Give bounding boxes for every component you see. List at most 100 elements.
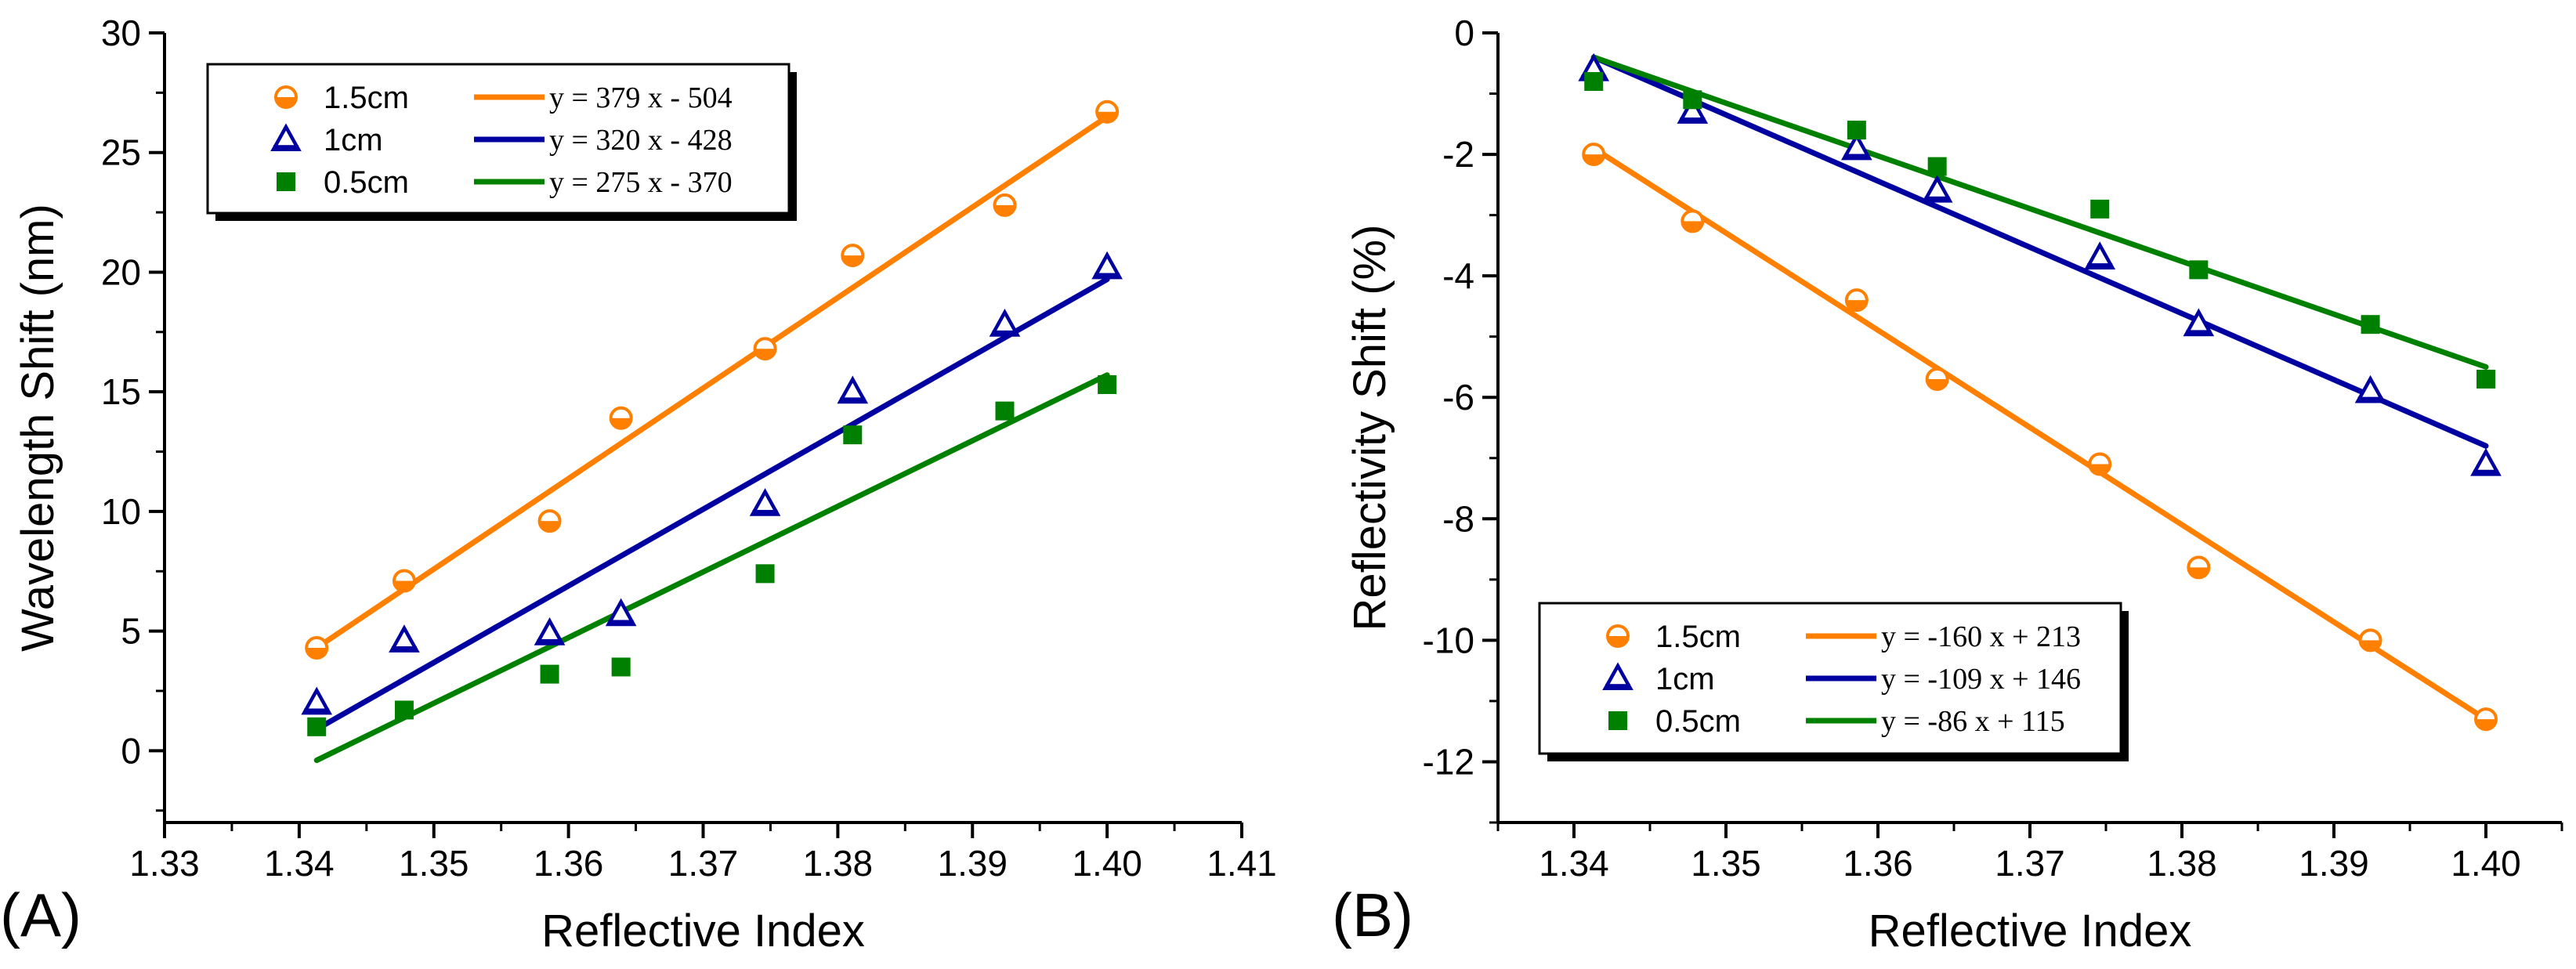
- data-point-1cm: [2084, 241, 2116, 269]
- fit-line-1cm: [313, 277, 1110, 732]
- data-point-1cm: [534, 617, 566, 645]
- data-point-1cm: [2183, 308, 2215, 337]
- data-point-0-5cm: [1584, 72, 1604, 92]
- data-point-0-5cm: [2477, 369, 2495, 389]
- x-tick-label: 1.36: [1843, 843, 1913, 884]
- data-point-1-5cm: [841, 244, 865, 268]
- x-tick-label: 1.34: [264, 843, 335, 884]
- data-point-0-5cm: [755, 564, 775, 584]
- panel-label: (A): [0, 880, 81, 949]
- data-point-1-5cm: [2088, 452, 2112, 476]
- y-tick-label: -2: [1442, 134, 1474, 175]
- legend-equation: y = 320 x - 428: [549, 124, 733, 157]
- data-point-1-5cm: [392, 569, 416, 593]
- data-point-1-5cm: [609, 406, 633, 430]
- panel-b: 1.34 1.35 1.36 1.37 1.38 1.39 1.40 0 -2 -4 -6 -8 -10…: [1332, 13, 2563, 956]
- legend-marker: [1606, 624, 1630, 648]
- y-tick-label: 5: [121, 611, 141, 652]
- data-point-0-5cm: [2189, 260, 2209, 280]
- data-point-1-5cm: [305, 636, 329, 660]
- data-point-1-5cm: [1681, 209, 1705, 233]
- legend-marker: [1602, 662, 1634, 691]
- y-tick-label: -12: [1423, 741, 1474, 782]
- data-point-1cm: [2354, 374, 2386, 403]
- data-point-1cm: [1091, 251, 1123, 280]
- y-tick-label: 10: [101, 491, 141, 532]
- y-tick-label: 30: [101, 13, 141, 53]
- data-point-1-5cm: [1582, 143, 1606, 167]
- data-point-1cm: [1677, 96, 1709, 124]
- data-point-1cm: [749, 488, 781, 516]
- data-point-1-5cm: [993, 193, 1017, 217]
- data-point-0-5cm: [1847, 121, 1866, 140]
- data-point-0-5cm: [843, 425, 863, 445]
- y-axis-title: Wavelength Shift (nm): [13, 204, 63, 652]
- data-point-1-5cm: [753, 337, 777, 361]
- x-tick-label: 1.36: [534, 843, 604, 884]
- y-tick-label: 15: [101, 371, 141, 412]
- panel-a: 1.33 1.34 1.35 1.36 1.37 1.38 1.39 1.40 1.41 0 5 10…: [0, 13, 1277, 956]
- y-tick-label: 0: [121, 730, 141, 771]
- x-tick-label: 1.38: [2147, 843, 2217, 884]
- data-point-1cm: [2470, 447, 2502, 476]
- legend-label: 1.5cm: [1655, 620, 1741, 654]
- fit-line-1-5cm: [1590, 145, 2489, 722]
- data-point-0-5cm: [1683, 90, 1702, 110]
- data-point-1-5cm: [1844, 288, 1869, 313]
- data-point-0-5cm: [2090, 199, 2110, 219]
- data-point-1cm: [605, 598, 637, 627]
- fit-line-0-5cm: [313, 372, 1110, 764]
- legend-marker: [274, 85, 298, 109]
- legend-equation: y = -86 x + 115: [1881, 705, 2065, 738]
- x-tick-label: 1.34: [1539, 843, 1609, 884]
- x-tick-label: 1.41: [1207, 843, 1277, 884]
- data-point-1-5cm: [2474, 707, 2498, 732]
- y-tick-label: -4: [1442, 255, 1474, 296]
- x-tick-label: 1.35: [1691, 843, 1761, 884]
- legend-equation: y = -109 x + 146: [1881, 663, 2081, 696]
- data-point-0-5cm: [2361, 315, 2380, 334]
- legend-equation: y = 275 x - 370: [549, 166, 733, 199]
- y-tick-label: -6: [1442, 377, 1474, 418]
- x-tick-label: 1.38: [803, 843, 874, 884]
- legend-label: 1cm: [1655, 662, 1715, 696]
- legend-equation: y = -160 x + 213: [1881, 620, 2081, 653]
- data-point-1-5cm: [537, 509, 562, 533]
- x-tick-label: 1.37: [668, 843, 739, 884]
- data-point-0-5cm: [540, 664, 559, 684]
- x-tick-label: 1.40: [1072, 843, 1142, 884]
- legend-marker: [1608, 711, 1627, 730]
- x-tick-label: 1.33: [129, 843, 200, 884]
- legend-label: 0.5cm: [1655, 704, 1741, 739]
- legend-label: 1cm: [324, 123, 383, 157]
- data-point-0-5cm: [307, 717, 327, 736]
- x-tick-label: 1.35: [399, 843, 469, 884]
- legend-marker: [277, 172, 295, 191]
- legend-equation: y = 379 x - 504: [549, 81, 733, 114]
- x-axis-title: Reflective Index: [541, 906, 865, 956]
- x-axis-title: Reflective Index: [1869, 906, 2192, 956]
- fit-line-1cm: [1590, 54, 2489, 449]
- data-point-1cm: [1841, 132, 1872, 161]
- legend-label: 0.5cm: [324, 165, 409, 200]
- data-point-1cm: [389, 624, 420, 653]
- data-point-1cm: [989, 309, 1021, 337]
- y-tick-label: -10: [1423, 620, 1474, 660]
- y-tick-label: -8: [1442, 498, 1474, 539]
- data-point-1-5cm: [1925, 367, 1949, 391]
- fit-line-1-5cm: [313, 114, 1110, 651]
- x-tick-label: 1.39: [2299, 843, 2369, 884]
- data-point-0-5cm: [394, 700, 414, 720]
- data-point-0-5cm: [1927, 157, 1947, 176]
- data-point-1-5cm: [1095, 99, 1120, 124]
- data-point-0-5cm: [995, 401, 1015, 421]
- legend-label: 1.5cm: [324, 81, 409, 115]
- y-tick-label: 25: [101, 132, 141, 173]
- legend-marker: [270, 123, 302, 152]
- data-point-1-5cm: [2187, 555, 2211, 580]
- y-tick-label: 20: [101, 251, 141, 292]
- data-point-1cm: [1921, 174, 1953, 203]
- data-point-0-5cm: [611, 657, 631, 677]
- x-tick-label: 1.40: [2451, 843, 2521, 884]
